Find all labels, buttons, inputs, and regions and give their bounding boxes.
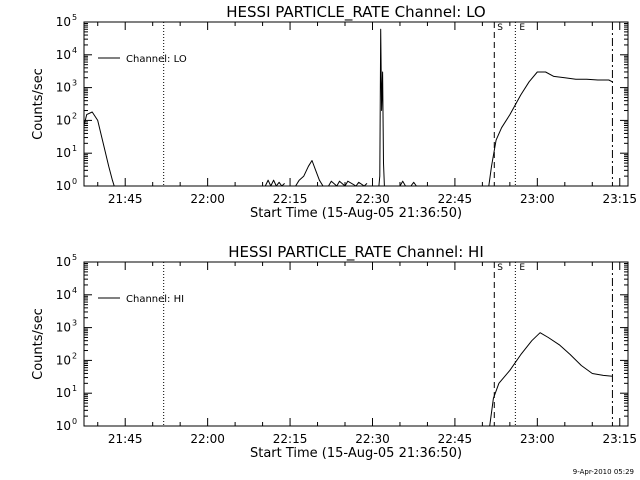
x-axis-label: Start Time (15-Aug-05 21:36:50)	[250, 206, 462, 221]
y-tick-label: 10	[56, 353, 71, 367]
plot-timestamp: 9-Apr-2010 05:29	[573, 468, 634, 476]
data-series-line	[328, 180, 368, 187]
y-tick-exponent: 2	[72, 111, 77, 120]
y-tick-exponent: 0	[72, 177, 77, 186]
y-tick-label: 10	[56, 179, 71, 193]
legend-label: Channel: LO	[126, 54, 187, 65]
x-tick-label: 22:30	[355, 432, 390, 446]
y-tick-label: 10	[56, 321, 71, 335]
x-tick-label: 22:30	[355, 192, 390, 206]
time-marker-label: S	[497, 263, 503, 273]
data-series-line	[295, 160, 324, 187]
y-axis-label: Counts/sec	[31, 68, 46, 140]
y-tick-label: 10	[56, 113, 71, 127]
hi-channel-panel: HESSI PARTICLE_RATE Channel: HI 21:45 22:0…	[31, 243, 637, 461]
y-tick-label: 10	[56, 386, 71, 400]
y-tick-exponent: 5	[72, 253, 77, 262]
x-tick-label: 22:00	[190, 192, 225, 206]
time-marker-label: E	[519, 263, 525, 273]
y-tick-label: 10	[56, 255, 71, 269]
x-tick-label: 23:00	[520, 432, 555, 446]
x-tick-label: 22:15	[273, 192, 308, 206]
chart-title: HESSI PARTICLE_RATE Channel: HI	[228, 243, 484, 262]
time-marker-label: S	[497, 23, 503, 33]
y-tick-exponent: 4	[72, 46, 77, 55]
y-tick-label: 10	[56, 81, 71, 95]
x-tick-label: 23:15	[602, 192, 637, 206]
x-tick-label: 22:00	[190, 432, 225, 446]
data-series-line	[399, 180, 417, 187]
data-series-line	[83, 111, 115, 187]
y-tick-exponent: 1	[72, 144, 77, 153]
y-tick-exponent: 4	[72, 286, 77, 295]
x-tick-label: 23:00	[520, 192, 555, 206]
data-series-line	[489, 332, 613, 427]
lo-channel-panel: HESSI PARTICLE_RATE Channel: LO 21:45 22:0…	[31, 3, 637, 221]
y-tick-label: 10	[56, 15, 71, 29]
y-tick-exponent: 5	[72, 13, 77, 22]
x-tick-label: 21:45	[108, 192, 143, 206]
y-tick-label: 10	[56, 48, 71, 62]
chart-title: HESSI PARTICLE_RATE Channel: LO	[226, 3, 485, 22]
x-axis-label: Start Time (15-Aug-05 21:36:50)	[250, 446, 462, 461]
y-tick-exponent: 3	[72, 319, 77, 328]
x-tick-label: 23:15	[602, 432, 637, 446]
x-tick-label: 22:45	[438, 432, 473, 446]
data-series-line	[488, 71, 613, 187]
y-tick-label: 10	[56, 146, 71, 160]
y-tick-label: 10	[56, 288, 71, 302]
y-tick-label: 10	[56, 419, 71, 433]
y-tick-exponent: 3	[72, 79, 77, 88]
y-tick-exponent: 0	[72, 417, 77, 426]
x-tick-label: 22:15	[273, 432, 308, 446]
time-marker-label: E	[519, 23, 525, 33]
y-axis-label: Counts/sec	[31, 308, 46, 380]
data-series-line	[264, 179, 285, 187]
plot-frame	[83, 261, 629, 427]
y-tick-exponent: 1	[72, 384, 77, 393]
legend-label: Channel: HI	[126, 294, 184, 305]
y-tick-exponent: 2	[72, 351, 77, 360]
data-series-line	[378, 28, 385, 187]
x-tick-label: 21:45	[108, 432, 143, 446]
x-tick-label: 22:45	[438, 192, 473, 206]
